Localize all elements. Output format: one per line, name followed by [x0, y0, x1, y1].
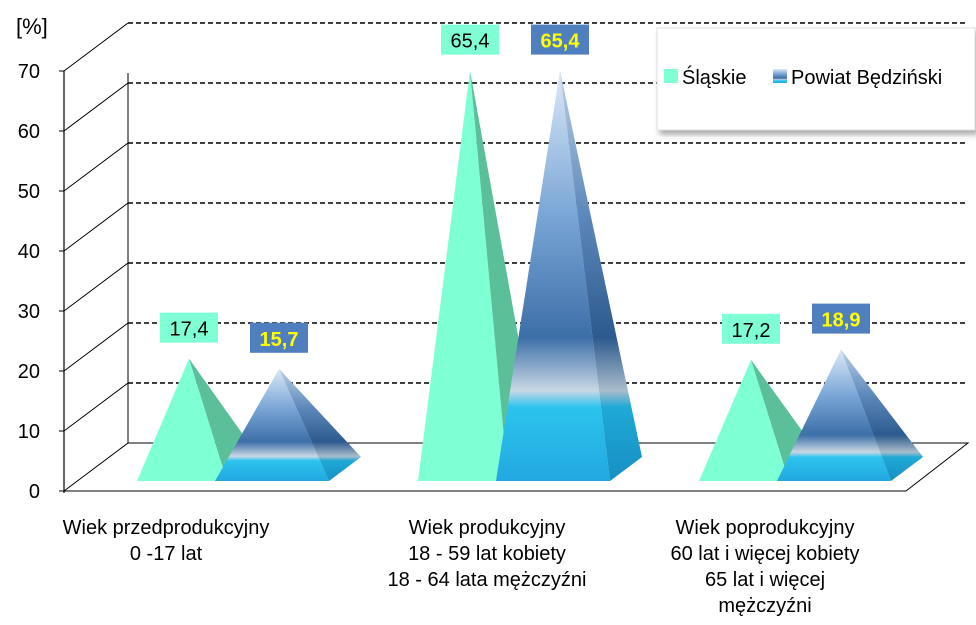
- data-label-box: [250, 322, 308, 353]
- y-tick-label: 20: [18, 361, 40, 383]
- y-axis: 0 10 20 30 40 50 60 70: [18, 61, 65, 503]
- legend-label-powiat: Powiat Będziński: [791, 67, 942, 89]
- x-category-label-2: Wiek poprodukcyjny 60 lat i więcej kobiet…: [671, 517, 860, 617]
- data-label-text: 17,4: [170, 319, 209, 341]
- data-label-text: 17,2: [732, 320, 771, 342]
- gridline-diagonal: [63, 202, 129, 252]
- y-tick-label: 50: [18, 181, 40, 203]
- x-category-label-line: 18 - 59 lat kobiety: [408, 543, 566, 565]
- data-label-text: 65,4: [541, 31, 581, 53]
- pyramid-powiat-0: [215, 368, 361, 481]
- y-tick-label: 10: [18, 421, 40, 443]
- gridline-diagonal: [63, 322, 129, 372]
- pyramid-side-face: [841, 349, 923, 481]
- x-axis-labels: Wiek przedprodukcyjny 0 -17 lat Wiek produ…: [63, 517, 860, 617]
- gridline-diagonal: [63, 382, 129, 432]
- x-category-label-line: 0 -17 lat: [130, 543, 203, 565]
- legend: Śląskie Powiat Będziński: [656, 27, 976, 131]
- data-label-text: 18,9: [822, 310, 861, 332]
- data-label-box: [441, 24, 499, 55]
- pyramid-front-face: [137, 358, 227, 481]
- x-category-label-line: 65 lat i więcej: [705, 569, 825, 591]
- data-label-box: [531, 24, 589, 55]
- y-tick-label: 70: [18, 61, 40, 83]
- data-label-powiat-0: 15,7: [250, 322, 308, 353]
- data-label-slaskie-2: 17,2: [722, 313, 780, 344]
- gridline-diagonal: [63, 22, 129, 72]
- legend-swatch-powiat: [773, 69, 787, 83]
- data-label-box: [722, 313, 780, 344]
- x-category-label-line: mężczyźni: [718, 595, 811, 617]
- x-category-label-0: Wiek przedprodukcyjny 0 -17 lat: [63, 517, 270, 565]
- pyramid-front-face: [215, 368, 329, 481]
- gridline-diagonal: [63, 142, 129, 192]
- legend-box: [656, 27, 976, 131]
- data-label-box: [160, 312, 218, 343]
- y-tick-label: 30: [18, 301, 40, 323]
- data-label-slaskie-1: 65,4: [441, 24, 499, 55]
- x-category-label-line: 60 lat i więcej kobiety: [671, 543, 860, 565]
- x-category-label-line: Wiek przedprodukcyjny: [63, 517, 270, 539]
- x-category-label-line: Wiek poprodukcyjny: [676, 517, 855, 539]
- pyramid-front-face: [699, 359, 789, 481]
- data-marks: [137, 70, 923, 481]
- x-category-label-line: 18 - 64 lata mężczyźni: [388, 569, 587, 591]
- y-tick-label: 60: [18, 121, 40, 143]
- legend-label-slaskie: Śląskie: [682, 65, 746, 89]
- legend-swatch-slaskie: [664, 69, 678, 83]
- pyramid-front-face: [418, 70, 508, 481]
- y-tick-label: 0: [29, 481, 40, 503]
- pyramid-powiat-1: [496, 70, 642, 481]
- gridline-diagonal: [63, 82, 129, 132]
- pyramid-front-face: [496, 70, 610, 481]
- x-category-label-line: Wiek produkcyjny: [409, 517, 566, 539]
- y-tick-label: 40: [18, 241, 40, 263]
- x-category-label-1: Wiek produkcyjny 18 - 59 lat kobiety 18 - …: [388, 517, 587, 591]
- pyramid-side-face: [279, 368, 361, 481]
- data-labels: 17,4 65,4 17,2 15,7 65,4 18,9: [160, 24, 870, 353]
- y-axis-label: [%]: [16, 14, 48, 39]
- pyramid-powiat-2: [777, 349, 923, 481]
- data-label-box: [812, 303, 870, 334]
- data-label-powiat-1: 65,4: [531, 24, 589, 55]
- data-label-powiat-2: 18,9: [812, 303, 870, 334]
- pyramid-side-face: [560, 70, 642, 481]
- gridline-diagonal: [63, 262, 129, 312]
- data-label-text: 65,4: [451, 31, 490, 53]
- data-label-slaskie-0: 17,4: [160, 312, 218, 343]
- data-label-text: 15,7: [260, 329, 299, 351]
- pyramid-front-face: [777, 349, 891, 481]
